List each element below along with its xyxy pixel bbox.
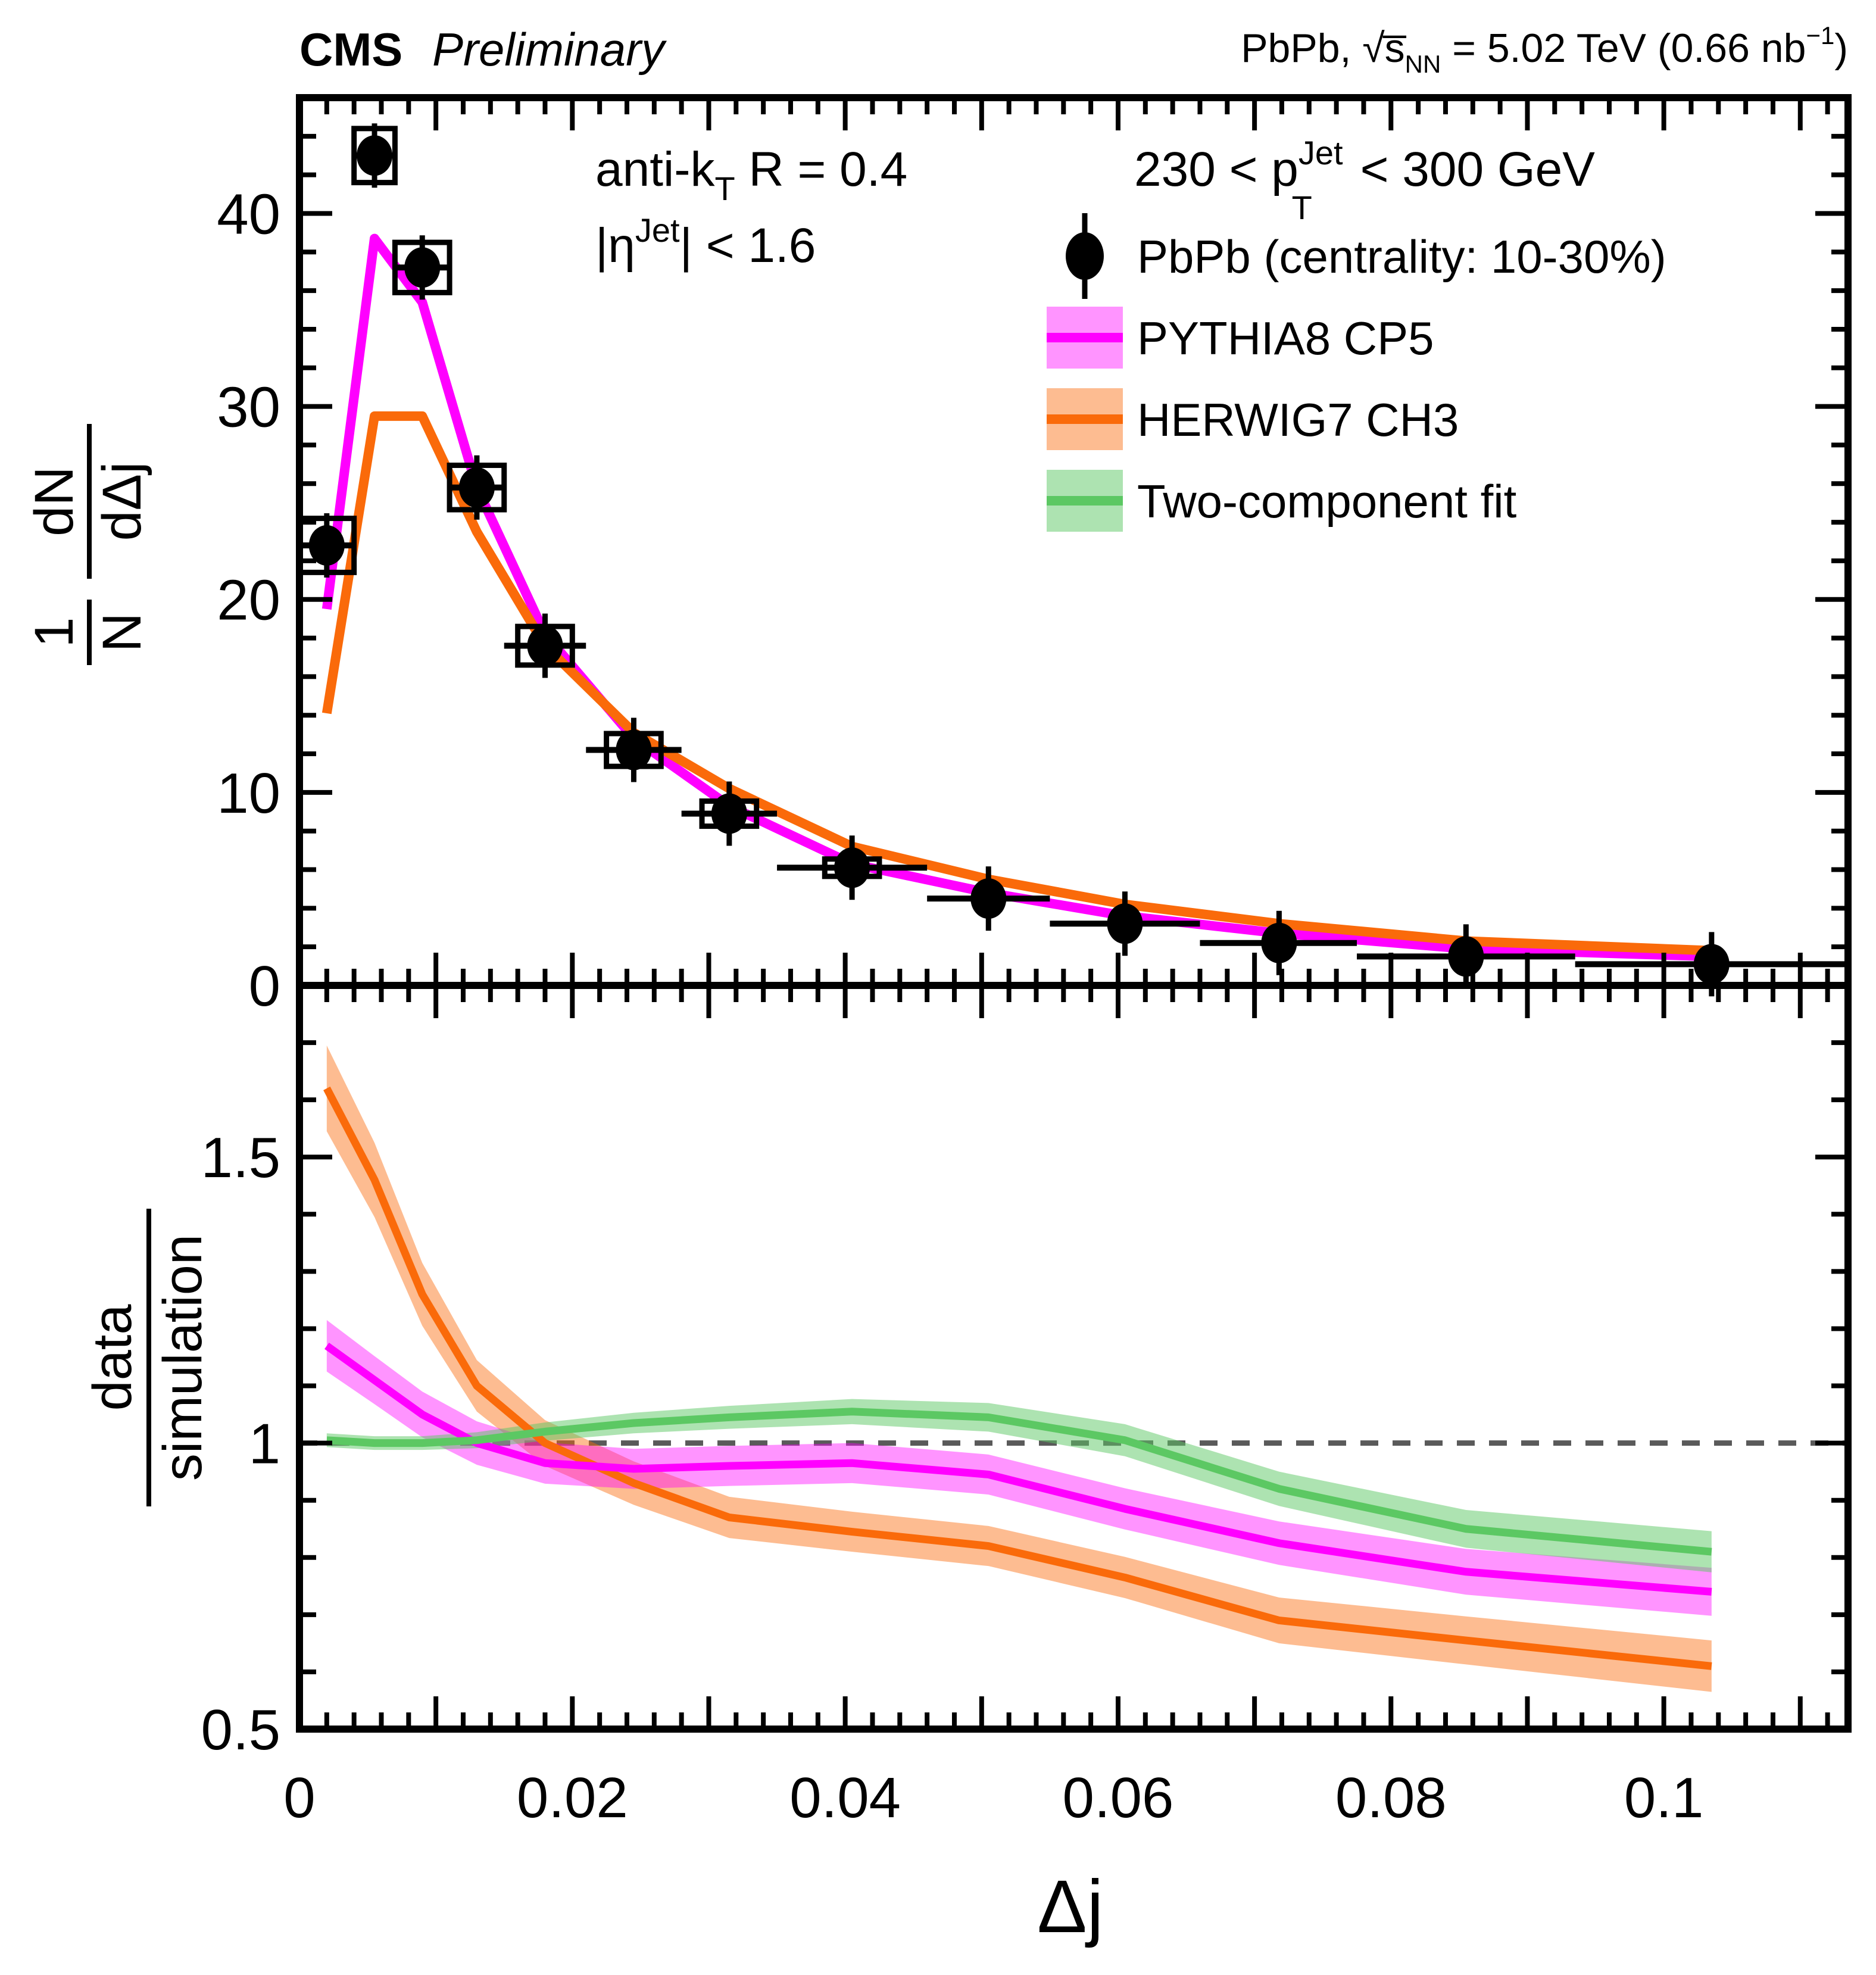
data-point [296,513,357,578]
top-panel [296,94,1852,997]
data-point [927,866,1050,931]
status-label: Preliminary [432,23,665,76]
top-y-axis-title: 1 NdN dΔj [24,424,152,665]
data-point [586,717,682,782]
ratio-y-axis-title: data simulation [82,1209,213,1506]
axis-ticks [297,95,1848,1731]
y-tick-label: 1 [249,1412,280,1476]
experiment-label: CMS [299,23,403,76]
annotation-eta: |ηJet| < 1.6 [595,211,816,273]
pythia-curve [321,233,1712,962]
svg-text:1: 1 [24,617,85,647]
data-marker [834,847,870,888]
legend-item: HERWIG7 CH3 [1047,388,1459,450]
svg-text:dΔj: dΔj [92,461,152,541]
annotation-antikt: anti-kT R = 0.4 [595,142,907,207]
x-tick-label: 0 [283,1766,315,1830]
svg-text:simulation: simulation [152,1234,213,1481]
svg-text:N: N [92,613,152,652]
pythia-ratio-line [324,1343,1712,1596]
y-tick-label: 1.5 [201,1126,280,1190]
legend-label: Two-component fit [1137,475,1517,528]
header-left: CMS Preliminary [299,23,664,77]
legend-label: HERWIG7 CH3 [1137,394,1459,446]
data-marker [711,793,747,834]
y-tick-label: 40 [217,182,280,246]
x-tick-label: 0.08 [1335,1766,1447,1830]
y-tick-label: 10 [217,762,280,825]
ratio-frame [296,982,1852,1733]
data-point [681,781,778,846]
svg-text:dN: dN [24,466,85,536]
data-marker [1261,922,1297,963]
data-marker [357,135,393,176]
data-marker [308,525,345,566]
data-marker [1448,936,1484,977]
data-marker [1693,944,1730,985]
legend-label: PYTHIA8 CP5 [1137,312,1434,364]
data-point [504,613,586,678]
data-point [392,235,452,300]
legend-item: PYTHIA8 CP5 [1047,307,1434,369]
herwig-ratio-line [323,1086,1712,1670]
y-tick-label: 0.5 [201,1698,280,1762]
data-point [447,455,507,520]
y-tick-label: 20 [217,569,280,632]
x-tick-label: 0.02 [517,1766,628,1830]
legend-item: Two-component fit [1047,470,1517,532]
ratio-panel [296,982,1852,1733]
data-marker [616,729,652,770]
data-marker [404,247,441,288]
x-tick-label: 0.04 [789,1766,901,1830]
x-tick-label: 0.1 [1624,1766,1703,1830]
header-energy-label: PbPb, √s̅NN = 5.02 TeV (0.66 nb−1) [1241,21,1848,78]
x-tick-label: 0.06 [1063,1766,1174,1830]
data-point [777,835,928,900]
annotation-pt: 230 < pJet T < 300 GeV [1134,134,1595,226]
y-tick-label: 30 [217,376,280,439]
herwig-ratio-band [326,1045,1712,1692]
data-marker [1107,903,1143,944]
data-point [351,123,398,188]
y-tick-label: 0 [249,954,280,1018]
data-point [1200,910,1357,975]
tick-labels: 0 0.02 0.04 0.06 0.08 0.1 0 10 20 30 40 0.5 1 1.5 [201,182,1704,1830]
legend-label: PbPb (centrality: 10-30%) [1137,230,1666,283]
data-marker [970,878,1007,919]
svg-text:data: data [82,1304,143,1411]
fit-ratio-band [326,1399,1712,1572]
pythia-ratio-band [326,1320,1712,1616]
legend: PbPb (centrality: 10-30%) PYTHIA8 CP5 HERW… [1047,213,1666,532]
x-axis-title: Δj [1037,1865,1103,1948]
legend-item: PbPb (centrality: 10-30%) [1066,213,1666,299]
legend-marker-icon [1066,232,1104,280]
fit-ratio-line [326,1408,1712,1556]
data-point [1050,891,1200,956]
data-marker [527,625,563,666]
data-marker [458,467,495,508]
